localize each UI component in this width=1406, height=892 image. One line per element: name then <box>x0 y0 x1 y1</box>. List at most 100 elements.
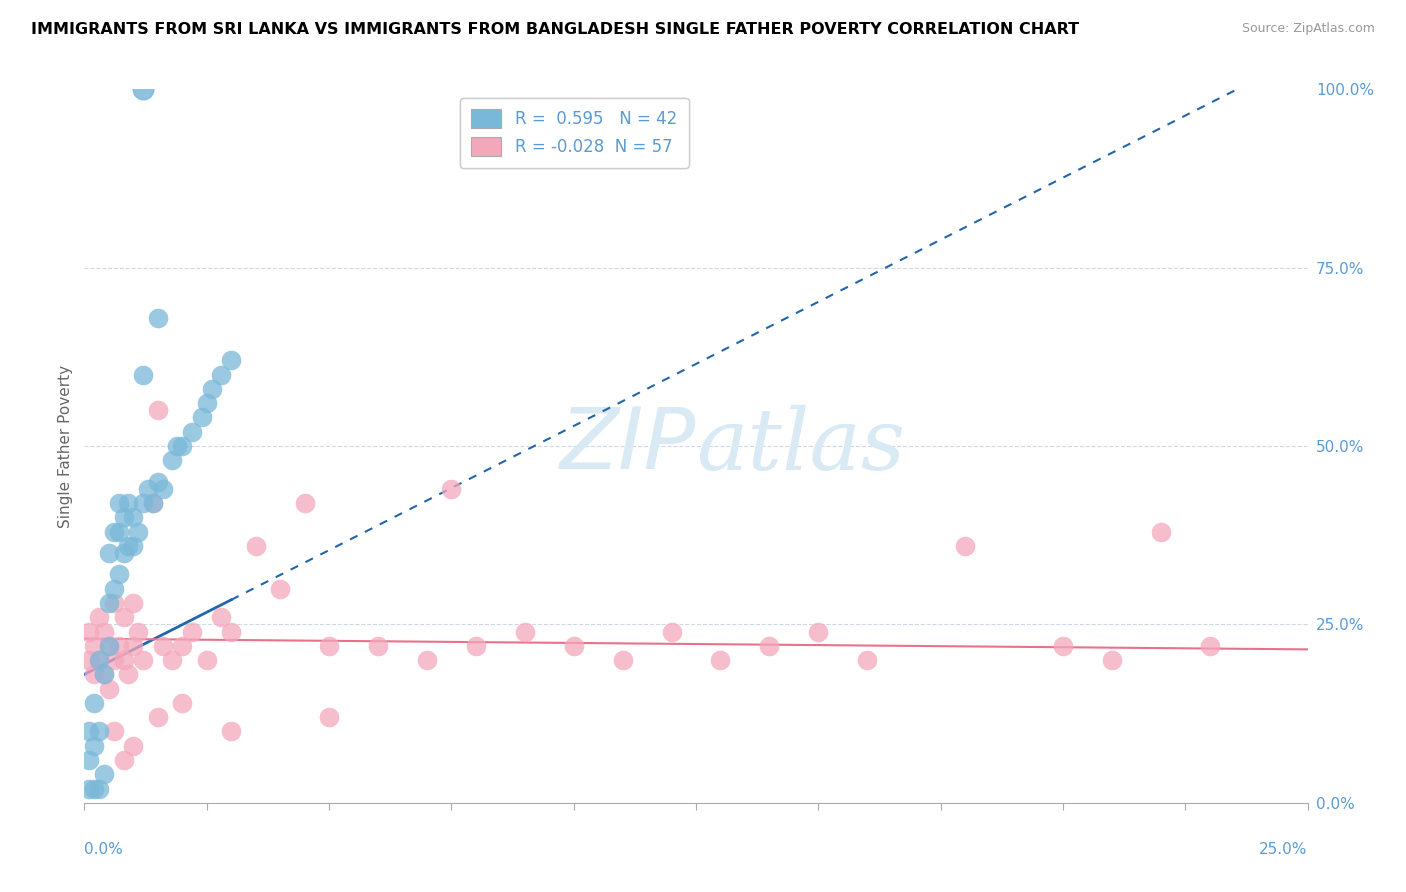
Point <box>612 653 634 667</box>
Point <box>122 596 145 610</box>
Point <box>142 496 165 510</box>
Point <box>107 567 129 582</box>
Point <box>146 475 169 489</box>
Text: 25.0%: 25.0% <box>1260 842 1308 857</box>
Point <box>77 653 100 667</box>
Point <box>83 696 105 710</box>
Point <box>464 639 486 653</box>
Point <box>132 653 155 667</box>
Point <box>122 739 145 753</box>
Point <box>112 653 135 667</box>
Point <box>142 496 165 510</box>
Point <box>107 524 129 539</box>
Point <box>103 582 125 596</box>
Point <box>209 610 232 624</box>
Point <box>758 639 780 653</box>
Point <box>103 596 125 610</box>
Point <box>122 539 145 553</box>
Point <box>146 403 169 417</box>
Point <box>146 710 169 724</box>
Point <box>87 653 110 667</box>
Text: Source: ZipAtlas.com: Source: ZipAtlas.com <box>1241 22 1375 36</box>
Point <box>132 368 155 382</box>
Point <box>112 753 135 767</box>
Point <box>117 496 139 510</box>
Point <box>661 624 683 639</box>
Point <box>318 710 340 724</box>
Point <box>195 653 218 667</box>
Point <box>1198 639 1220 653</box>
Point <box>709 653 731 667</box>
Legend: R =  0.595   N = 42, R = -0.028  N = 57: R = 0.595 N = 42, R = -0.028 N = 57 <box>460 97 689 168</box>
Text: IMMIGRANTS FROM SRI LANKA VS IMMIGRANTS FROM BANGLADESH SINGLE FATHER POVERTY CO: IMMIGRANTS FROM SRI LANKA VS IMMIGRANTS … <box>31 22 1078 37</box>
Point <box>166 439 188 453</box>
Point <box>83 667 105 681</box>
Point <box>1150 524 1173 539</box>
Point <box>191 410 214 425</box>
Point <box>181 624 204 639</box>
Point <box>93 667 115 681</box>
Point <box>97 596 120 610</box>
Point <box>112 546 135 560</box>
Point <box>132 82 155 96</box>
Point <box>117 667 139 681</box>
Point <box>112 610 135 624</box>
Point <box>294 496 316 510</box>
Point <box>93 667 115 681</box>
Point <box>97 546 120 560</box>
Point <box>97 639 120 653</box>
Point <box>83 781 105 796</box>
Point <box>245 539 267 553</box>
Point <box>416 653 439 667</box>
Point <box>152 639 174 653</box>
Text: atlas: atlas <box>696 405 905 487</box>
Point <box>127 524 149 539</box>
Point <box>200 382 222 396</box>
Point <box>122 639 145 653</box>
Point <box>1052 639 1074 653</box>
Point <box>97 681 120 696</box>
Point <box>107 496 129 510</box>
Point <box>97 639 120 653</box>
Point <box>807 624 830 639</box>
Point <box>103 724 125 739</box>
Point <box>83 739 105 753</box>
Point <box>87 610 110 624</box>
Text: ZIP: ZIP <box>560 404 696 488</box>
Point <box>87 724 110 739</box>
Point <box>181 425 204 439</box>
Point <box>367 639 389 653</box>
Point <box>172 439 194 453</box>
Point <box>103 524 125 539</box>
Point <box>219 353 242 368</box>
Point <box>219 724 242 739</box>
Point <box>107 639 129 653</box>
Point <box>172 639 194 653</box>
Point <box>117 539 139 553</box>
Point <box>87 653 110 667</box>
Point <box>112 510 135 524</box>
Y-axis label: Single Father Poverty: Single Father Poverty <box>58 365 73 527</box>
Point <box>513 624 536 639</box>
Point <box>77 724 100 739</box>
Point <box>83 639 105 653</box>
Point <box>77 753 100 767</box>
Point <box>953 539 976 553</box>
Point <box>318 639 340 653</box>
Point <box>136 482 159 496</box>
Point <box>162 653 184 667</box>
Point <box>77 624 100 639</box>
Point <box>1101 653 1123 667</box>
Point <box>122 510 145 524</box>
Point <box>103 653 125 667</box>
Point <box>77 781 100 796</box>
Point <box>132 496 155 510</box>
Point <box>269 582 291 596</box>
Point <box>219 624 242 639</box>
Point <box>195 396 218 410</box>
Point <box>162 453 184 467</box>
Point <box>209 368 232 382</box>
Point <box>562 639 585 653</box>
Point <box>93 767 115 781</box>
Point <box>87 781 110 796</box>
